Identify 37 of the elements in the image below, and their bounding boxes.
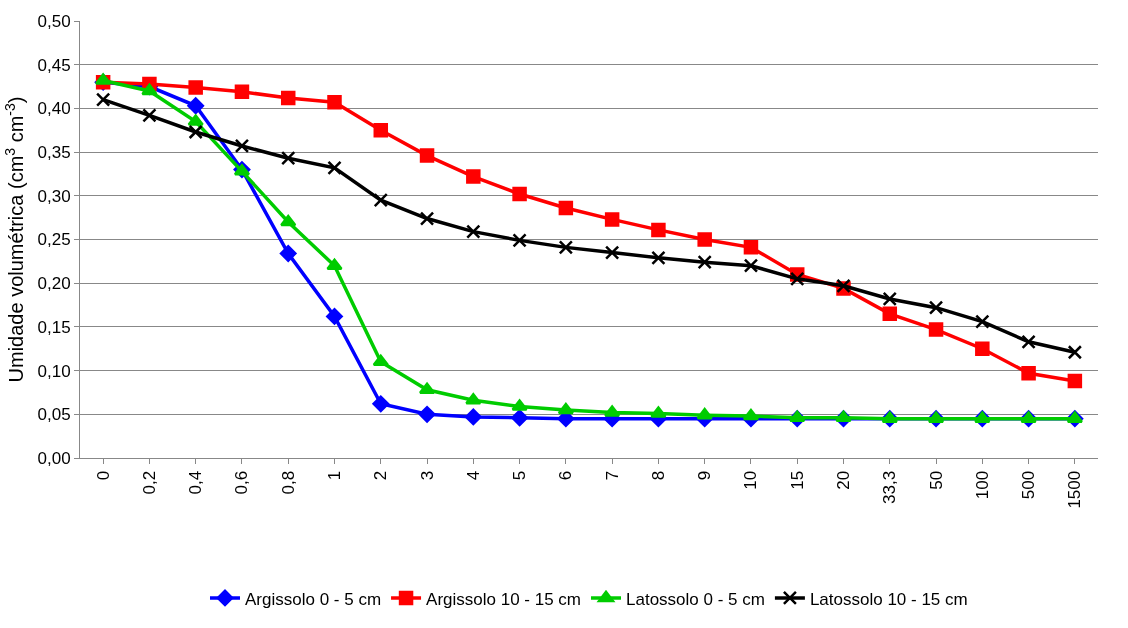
x-tick-label: 0,2 [139, 470, 159, 495]
x-tick-label: 8 [648, 470, 668, 481]
y-tick-label: 0,20 [37, 274, 71, 294]
x-tick-label: 3 [417, 470, 437, 481]
x-tick-label: 0,4 [186, 470, 206, 495]
x-tick-label: 7 [602, 470, 622, 481]
x-tick-label: 1 [325, 470, 345, 481]
y-tick-label: 0,50 [37, 11, 71, 31]
x-tick-label: 5 [510, 470, 530, 481]
x-tick-label: 0,6 [232, 470, 252, 495]
y-tick-label: 0,00 [37, 448, 71, 468]
x-tick-label: 2 [371, 470, 391, 481]
x-tick-label: 50 [926, 470, 946, 490]
y-tick-label: 0,25 [37, 230, 71, 250]
x-tick-label: 15 [787, 470, 807, 490]
x-tick-label: 20 [834, 470, 854, 490]
x-tick-label: 9 [695, 470, 715, 481]
x-tick-label: 10 [741, 470, 761, 490]
x-tick-label: 500 [1019, 470, 1039, 500]
legend-label: Latossolo 10 - 15 cm [809, 589, 968, 609]
legend-label: Latossolo 0 - 5 cm [626, 589, 765, 609]
y-tick-label: 0,45 [37, 55, 71, 75]
y-tick-label: 0,10 [37, 361, 71, 381]
y-tick-label: 0,35 [37, 143, 71, 163]
y-tick-label: 0,15 [37, 317, 71, 337]
x-tick-label: 0,8 [278, 470, 298, 495]
x-tick-label: 4 [463, 470, 483, 481]
legend-label: Argissolo 0 - 5 cm [245, 589, 382, 609]
x-tick-label: 6 [556, 470, 576, 481]
x-tick-label: 0 [93, 470, 113, 481]
y-tick-label: 0,05 [37, 405, 71, 425]
x-tick-label: 33,3 [880, 470, 900, 504]
legend-label: Argissolo 10 - 15 cm [426, 589, 581, 609]
y-tick-label: 0,30 [37, 186, 71, 206]
x-tick-label: 1500 [1065, 470, 1085, 509]
x-tick-label: 100 [972, 470, 992, 500]
y-tick-label: 0,40 [37, 99, 71, 119]
